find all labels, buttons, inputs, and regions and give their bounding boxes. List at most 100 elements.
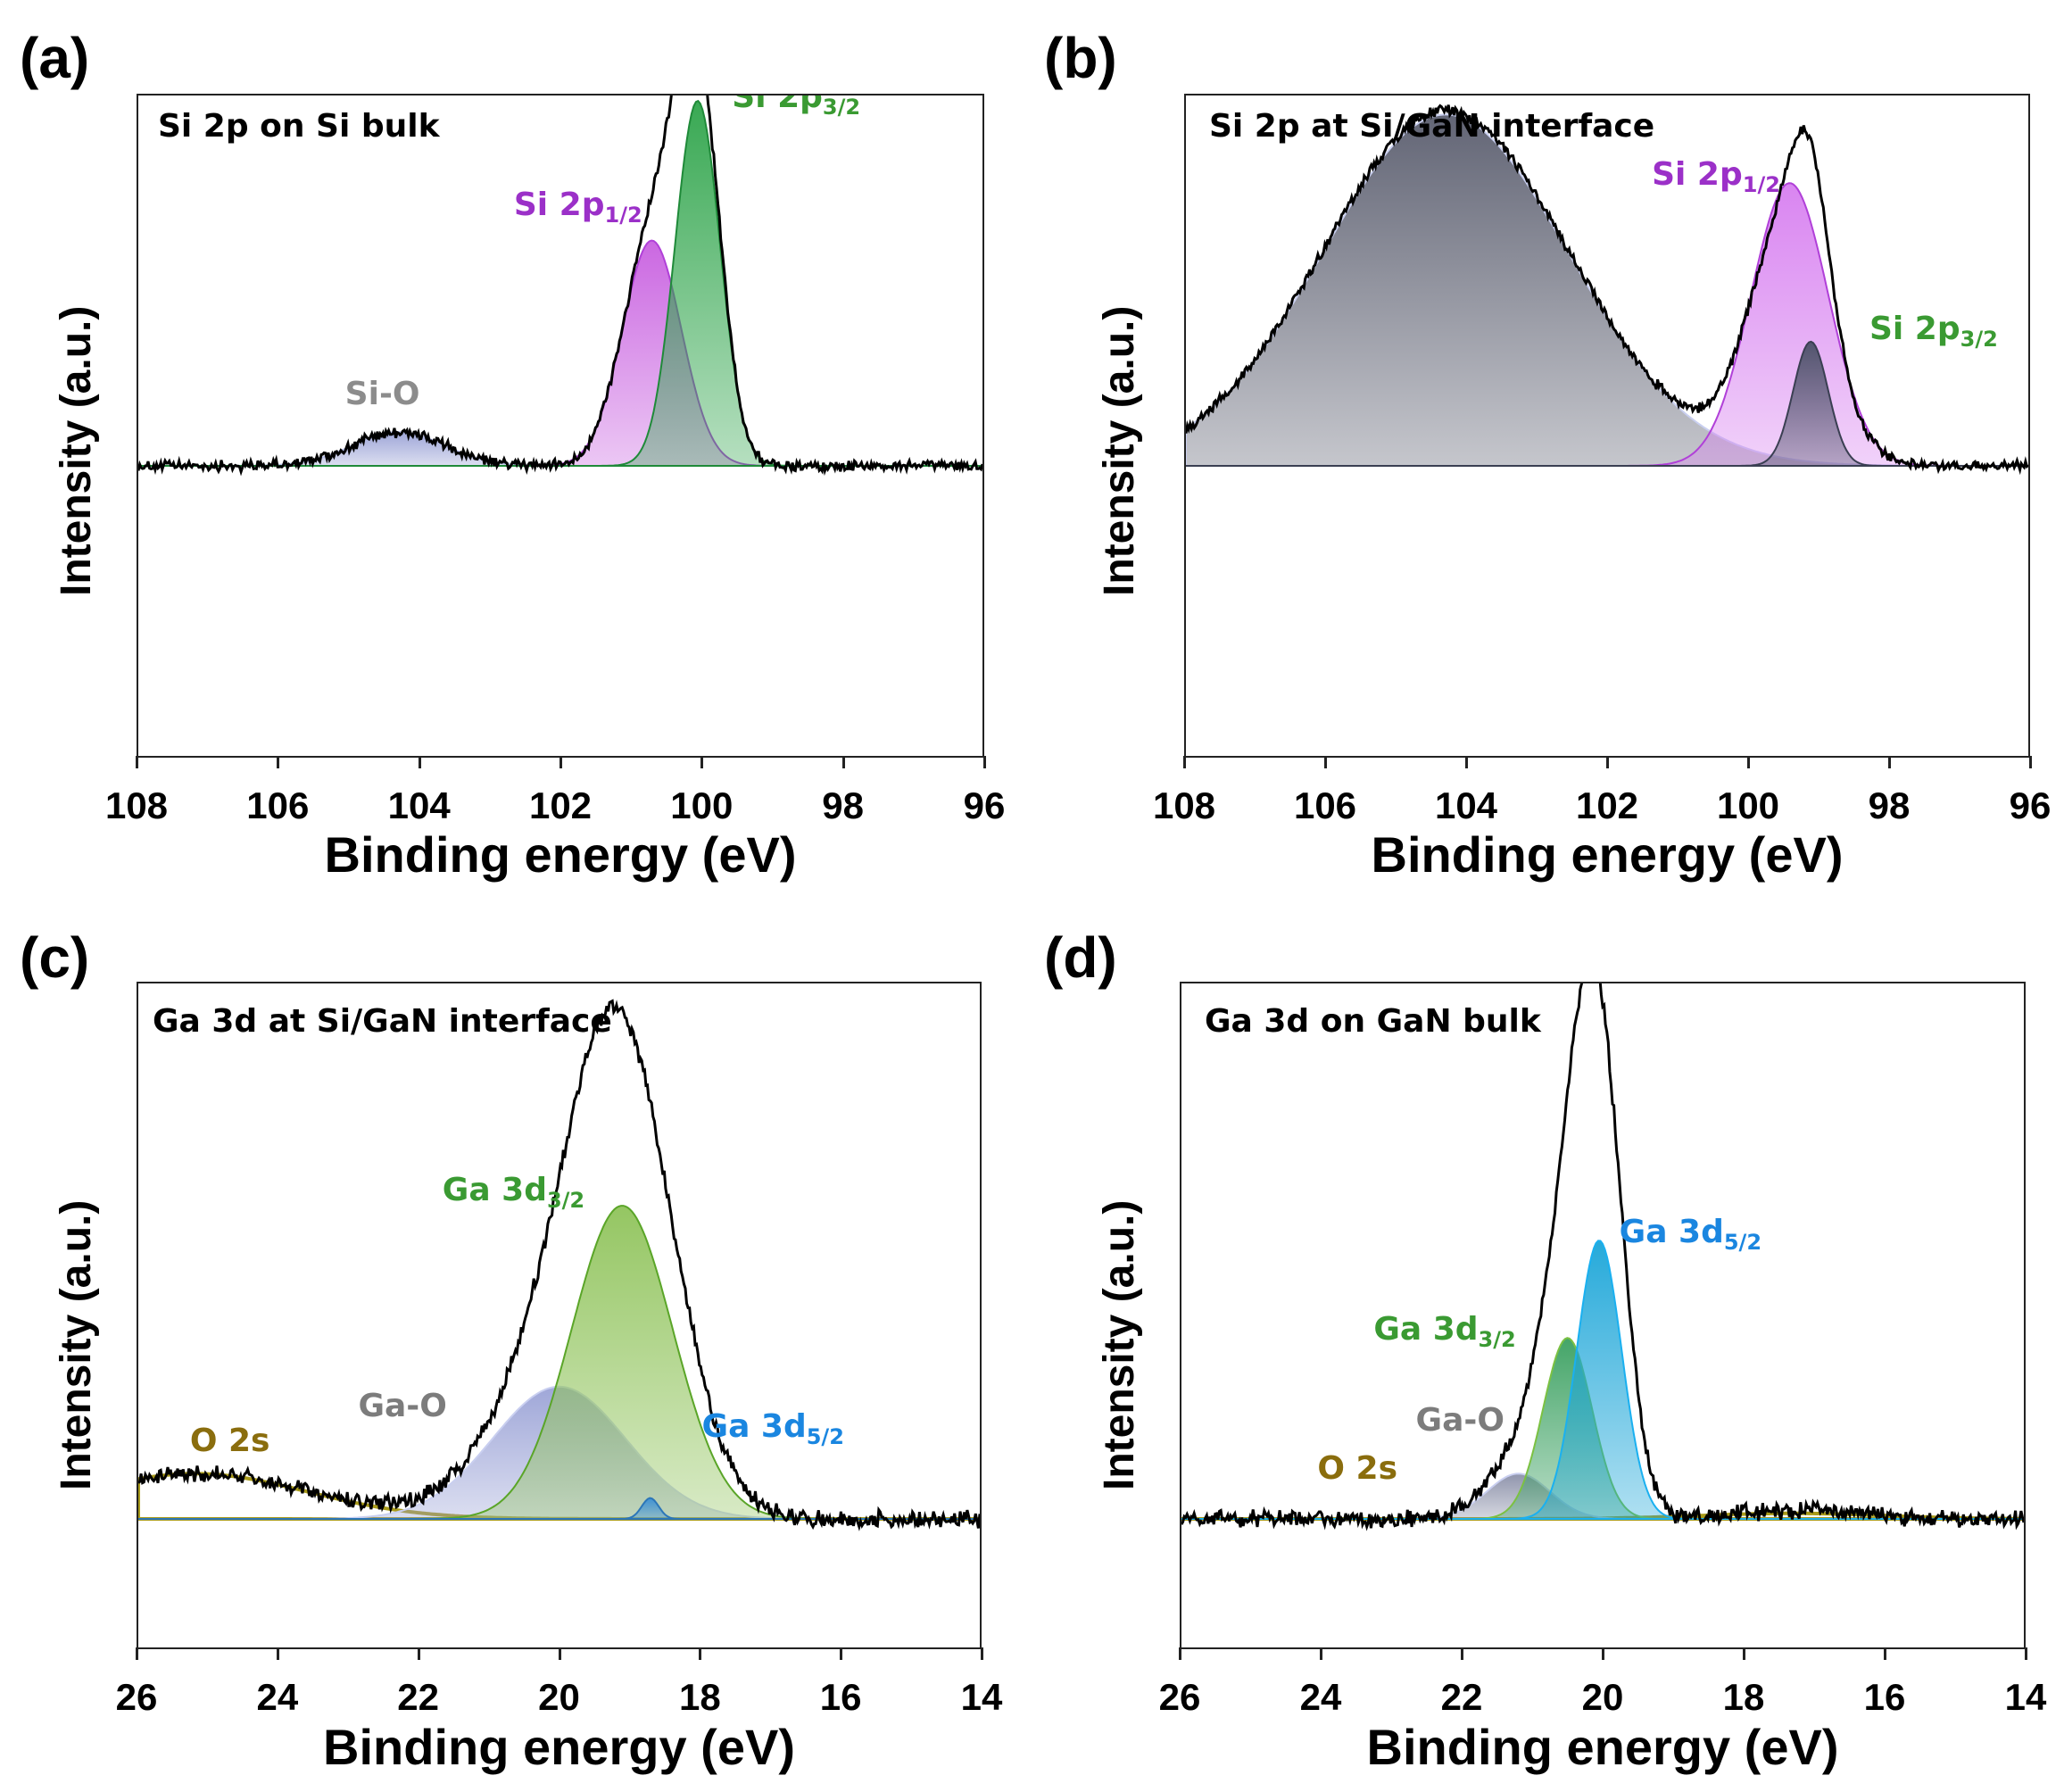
- x-tick-label: 96: [963, 784, 1006, 826]
- x-tick-label: 102: [1575, 784, 1639, 826]
- x-tick-label: 16: [819, 1676, 862, 1718]
- x-tick-label: 100: [670, 784, 734, 826]
- x-tick-mark: [136, 756, 138, 768]
- x-tick-label: 24: [256, 1676, 299, 1718]
- x-tick-label: 106: [1293, 784, 1357, 826]
- x-axis-label: Binding energy (eV): [323, 1719, 795, 1775]
- peak-label: Ga-O: [358, 1388, 447, 1424]
- x-tick-mark: [276, 1647, 279, 1660]
- plot-frame: Si 2p at Si/GaN interface Si-OSi 2p1/2Si…: [1184, 94, 2030, 758]
- x-tick-label: 26: [1158, 1676, 1201, 1718]
- peak-label: Si 2p1/2: [1652, 156, 1780, 198]
- x-tick-label: 24: [1299, 1676, 1342, 1718]
- y-axis-label: Intensity (a.u.): [1096, 1199, 1143, 1490]
- x-tick-mark: [1179, 1647, 1181, 1660]
- x-tick-label: 108: [104, 784, 169, 826]
- x-tick-label: 22: [1440, 1676, 1483, 1718]
- peak-label: O 2s: [189, 1423, 270, 1459]
- x-tick-mark: [700, 756, 704, 768]
- x-tick-label: 96: [2009, 784, 2052, 826]
- panel-label: (b): [1044, 26, 1117, 90]
- raw-spectrum-line: [138, 95, 982, 477]
- x-tick-label: 14: [2004, 1676, 2047, 1718]
- panel-label: (a): [20, 26, 90, 90]
- x-tick-label: 100: [1716, 784, 1780, 826]
- x-tick-label: 14: [960, 1676, 1003, 1718]
- x-tick-mark: [699, 1647, 702, 1660]
- y-axis-label: Intensity (a.u.): [1096, 305, 1143, 596]
- x-tick-mark: [841, 756, 845, 768]
- component-si-o: [1186, 113, 2028, 467]
- panel-label: (c): [20, 925, 90, 990]
- y-axis-label: Intensity (a.u.): [53, 305, 100, 596]
- x-tick-mark: [560, 756, 562, 768]
- chart-svg: [138, 95, 982, 477]
- panel-title: Ga 3d on GaN bulk: [1205, 1003, 1541, 1040]
- x-tick-label: 98: [822, 784, 865, 826]
- x-tick-mark: [418, 756, 421, 768]
- x-axis-label: Binding energy (eV): [1371, 826, 1844, 883]
- x-tick-label: 16: [1863, 1676, 1906, 1718]
- x-tick-label: 106: [246, 784, 310, 826]
- panel-title: Si 2p on Si bulk: [158, 108, 440, 145]
- component-ga-3d-5-2: [1181, 1240, 2024, 1520]
- x-tick-label: 20: [538, 1676, 580, 1718]
- peak-label: O 2s: [1317, 1450, 1398, 1488]
- component-si-2p-3-2: [138, 99, 982, 467]
- x-tick-label: 18: [1722, 1676, 1765, 1718]
- panel-label: (d): [1044, 925, 1117, 990]
- x-tick-mark: [1884, 1647, 1886, 1660]
- x-tick-label: 104: [387, 784, 451, 826]
- plot-frame: Si 2p on Si bulk Si-O Si 2p1/2 Si 2p3/2: [137, 94, 984, 758]
- x-tick-mark: [136, 1647, 138, 1660]
- plot-frame: Ga 3d at Si/GaN interface O 2s Ga-O Ga 3d3…: [137, 982, 982, 1649]
- chart-svg: [138, 999, 980, 1531]
- x-tick-mark: [558, 1647, 561, 1660]
- x-tick-label: 102: [528, 784, 593, 826]
- x-tick-mark: [277, 756, 280, 768]
- x-tick-label: 98: [1868, 784, 1911, 826]
- component-si-2p-1-2: [138, 239, 982, 467]
- x-tick-mark: [981, 1647, 983, 1660]
- panel-title: Ga 3d at Si/GaN interface: [153, 1003, 612, 1040]
- peak-label: Si-O: [344, 376, 420, 413]
- x-tick-mark: [840, 1647, 843, 1660]
- x-tick-mark: [1888, 756, 1891, 768]
- x-tick-mark: [417, 1647, 420, 1660]
- x-tick-label: 104: [1434, 784, 1498, 826]
- x-tick-mark: [1747, 756, 1750, 768]
- x-tick-mark: [2025, 1647, 2027, 1660]
- peak-label: Ga 3d5/2: [701, 1408, 844, 1450]
- x-tick-label: 108: [1152, 784, 1216, 826]
- x-tick-label: 18: [678, 1676, 721, 1718]
- plot-frame: Ga 3d on GaN bulk O 2s Ga-O Ga 3d3/2 Ga 3d5…: [1180, 982, 2026, 1649]
- peak-label: Si 2p3/2: [1869, 311, 1998, 352]
- chart-svg: [1186, 104, 2028, 476]
- panel-title: Si 2p at Si/GaN interface: [1209, 108, 1655, 145]
- raw-spectrum-line: [138, 999, 980, 1531]
- x-tick-mark: [1602, 1647, 1604, 1660]
- y-axis-label: Intensity (a.u.): [53, 1199, 100, 1490]
- x-tick-label: 20: [1581, 1676, 1624, 1718]
- raw-spectrum-line: [1186, 104, 2028, 476]
- x-tick-mark: [1461, 1647, 1463, 1660]
- component-ga-3d-3-2: [138, 1205, 980, 1520]
- x-tick-mark: [1465, 756, 1468, 768]
- peak-label: Si 2p1/2: [513, 187, 642, 228]
- x-tick-mark: [983, 756, 986, 768]
- chart-svg: [1181, 983, 2024, 1531]
- x-tick-mark: [1183, 756, 1186, 768]
- x-tick-label: 22: [397, 1676, 440, 1718]
- x-axis-label: Binding energy (eV): [324, 826, 797, 883]
- x-tick-mark: [1606, 756, 1609, 768]
- x-axis-label: Binding energy (eV): [1366, 1719, 1839, 1775]
- component-si-2p-3-2: [1186, 340, 2028, 467]
- x-tick-mark: [2029, 756, 2032, 768]
- peak-label: Si 2p3/2: [732, 94, 861, 120]
- peak-label: Ga-O: [1415, 1401, 1504, 1439]
- peak-label: Ga 3d3/2: [1373, 1311, 1516, 1353]
- x-tick-mark: [1324, 756, 1327, 768]
- x-tick-mark: [1320, 1647, 1322, 1660]
- peak-label: Ga 3d5/2: [1619, 1214, 1762, 1255]
- x-tick-label: 26: [115, 1676, 158, 1718]
